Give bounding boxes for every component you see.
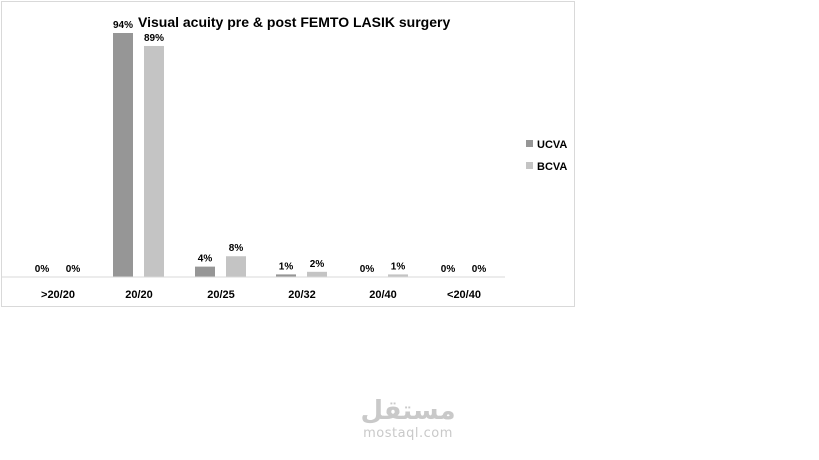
x-tick-label-5: <20/40: [447, 289, 481, 301]
x-tick-label-3: 20/32: [288, 289, 316, 301]
data-label-bcva-0: 0%: [66, 264, 81, 275]
legend: UCVA BCVA: [526, 139, 567, 173]
chart-container: Visual acuity pre & post FEMTO LASIK sur…: [1, 1, 575, 307]
mostaql-watermark: مستقل mostaql.com: [352, 396, 464, 452]
legend-label-bcva: BCVA: [537, 161, 567, 173]
bar-bcva-3: [307, 271, 327, 277]
x-axis-ticks: >20/20 20/20 20/25 20/32 20/40 <20/40: [41, 289, 481, 301]
bar-bcva-1: [144, 45, 164, 277]
legend-swatch-bcva: [526, 162, 533, 169]
data-labels-layer: 0% 94% 4% 1% 0% 0% 0% 89% 8% 2% 1% 0%: [35, 20, 487, 275]
data-label-bcva-3: 2%: [310, 259, 325, 270]
watermark-logo: مستقل: [360, 396, 456, 426]
data-label-bcva-4: 1%: [391, 261, 406, 272]
chart-title: Visual acuity pre & post FEMTO LASIK sur…: [138, 14, 450, 30]
bar-ucva-1: [113, 33, 133, 277]
data-label-bcva-1: 89%: [144, 33, 164, 44]
legend-label-ucva: UCVA: [537, 139, 567, 151]
data-label-bcva-5: 0%: [472, 264, 487, 275]
watermark-domain: mostaql.com: [363, 426, 453, 441]
data-label-ucva-1: 94%: [113, 20, 133, 31]
bar-ucva-3: [276, 274, 296, 277]
data-label-ucva-2: 4%: [198, 254, 213, 265]
x-tick-label-2: 20/25: [207, 289, 235, 301]
x-tick-label-0: >20/20: [41, 289, 75, 301]
x-tick-label-1: 20/20: [125, 289, 153, 301]
data-label-ucva-4: 0%: [360, 264, 375, 275]
bars-layer: [113, 33, 408, 277]
data-label-ucva-0: 0%: [35, 264, 50, 275]
data-label-bcva-2: 8%: [229, 243, 244, 254]
x-tick-label-4: 20/40: [369, 289, 397, 301]
bar-bcva-4: [388, 274, 408, 277]
bar-chart: Visual acuity pre & post FEMTO LASIK sur…: [2, 14, 567, 301]
legend-swatch-ucva: [526, 140, 533, 147]
data-label-ucva-3: 1%: [279, 261, 294, 272]
bar-bcva-2: [226, 256, 246, 277]
bar-ucva-2: [195, 266, 215, 277]
data-label-ucva-5: 0%: [441, 264, 456, 275]
